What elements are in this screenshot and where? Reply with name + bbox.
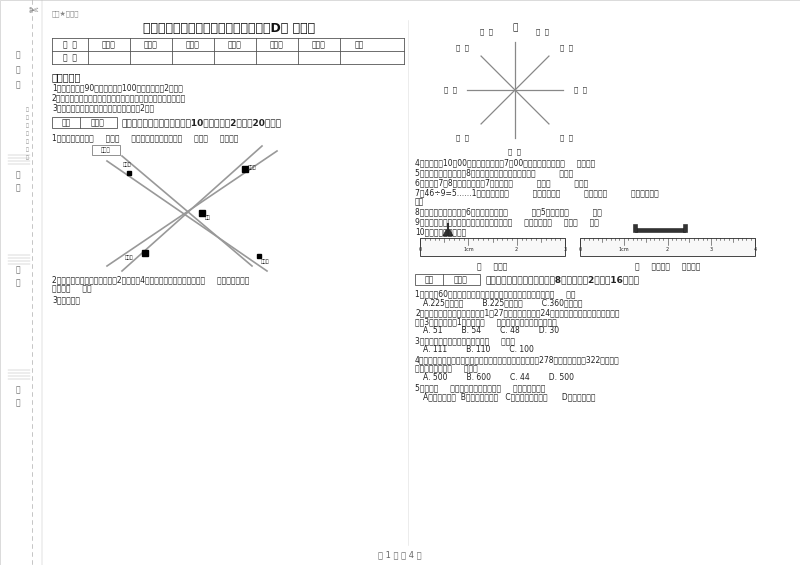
Bar [92, 145, 120, 155]
Text: 10、量出钉子的长度。: 10、量出钉子的长度。 [415, 227, 466, 236]
Text: A、一定，可能  B、可能，不可能   C、不可能，不可能      D、可能，可能: A、一定，可能 B、可能，不可能 C、不可能，不可能 D、可能，可能 [423, 392, 595, 401]
Text: 学: 学 [16, 385, 20, 394]
Text: ）。: ）。 [415, 197, 424, 206]
Text: （     ）毫米: （ ）毫米 [478, 262, 508, 271]
Text: （  ）: （ ） [537, 29, 550, 35]
Text: 计算题: 计算题 [228, 40, 242, 49]
Text: （  ）: （ ） [457, 45, 470, 51]
Bar [52, 117, 117, 128]
Text: 2、学校开设两个兴趣小组，三（1）27人参加书画小组，24人参加棋艺小组，两个小组都参加: 2、学校开设两个兴趣小组，三（1）27人参加书画小组，24人参加棋艺小组，两个小… [415, 308, 619, 317]
Text: 得分: 得分 [424, 275, 434, 284]
Text: 应用题: 应用题 [312, 40, 326, 49]
Text: 校: 校 [16, 398, 20, 407]
Text: 总分: 总分 [354, 40, 364, 49]
Bar [415, 274, 480, 285]
Text: 3: 3 [710, 247, 713, 252]
Text: 判断题: 判断题 [186, 40, 200, 49]
Text: 得  分: 得 分 [63, 53, 77, 62]
Text: 小英家: 小英家 [261, 259, 270, 264]
Text: 封: 封 [16, 66, 20, 75]
Text: 出: 出 [26, 140, 29, 145]
Text: 北: 北 [512, 24, 518, 33]
Text: 第 1 页 共 4 页: 第 1 页 共 4 页 [378, 550, 422, 559]
Text: 此: 此 [26, 147, 29, 153]
Text: （  ）: （ ） [443, 86, 457, 93]
Text: 4: 4 [754, 247, 757, 252]
Text: 密: 密 [16, 50, 20, 59]
Text: 3、不要在试卷上乱写乱画，卷面不整洁扣2分。: 3、不要在试卷上乱写乱画，卷面不整洁扣2分。 [52, 103, 154, 112]
Text: 考试须知：: 考试须知： [52, 72, 82, 82]
Text: 广州新电视塔高（     ）米。: 广州新电视塔高（ ）米。 [415, 364, 478, 373]
Text: 小红家: 小红家 [125, 255, 134, 260]
Text: 级: 级 [16, 184, 20, 193]
Text: （  ）: （ ） [457, 134, 470, 141]
Text: 1、把一根60厘米的铁丝围城一个正方形，这个正方形的面积是（     ）。: 1、把一根60厘米的铁丝围城一个正方形，这个正方形的面积是（ ）。 [415, 289, 575, 298]
Text: A. 500        B. 600        C. 44        D. 500: A. 500 B. 600 C. 44 D. 500 [423, 373, 574, 382]
Text: 趣题★自用图: 趣题★自用图 [52, 10, 79, 17]
Text: 学校: 学校 [205, 215, 210, 220]
Text: 2、劳动课上做纸花，红红做了2朵纸花，4朵蓝花，红花占纸花总数的（     ），蓝花占纸花: 2、劳动课上做纸花，红红做了2朵纸花，4朵蓝花，红花占纸花总数的（ ），蓝花占纸… [52, 275, 250, 284]
Text: 1、小红家在学校（     ）方（     ）米处；小明家在学校（     ）方（     ）米处。: 1、小红家在学校（ ）方（ ）米处；小明家在学校（ ）方（ ）米处。 [52, 133, 238, 142]
Polygon shape [443, 230, 453, 236]
Text: 不: 不 [26, 115, 29, 120]
Text: 4、广州新电视塔是广州市目前最高的建筑，它比中信大厦高278米，中信大厦高322米，那么: 4、广州新电视塔是广州市目前最高的建筑，它比中信大厦高278米，中信大厦高322… [415, 355, 620, 364]
Bar [580, 238, 755, 256]
Text: A.225平方分米        B.225平方厘米        C.360平方厘米: A.225平方分米 B.225平方厘米 C.360平方厘米 [423, 298, 582, 307]
Text: 1、考试时间：90分钟，满分为100分（含卷面分2分）。: 1、考试时间：90分钟，满分为100分（含卷面分2分）。 [52, 83, 183, 92]
Text: 的有3人，那么三（1）一共有（     ）人参加了书画和棋艺小组。: 的有3人，那么三（1）一共有（ ）人参加了书画和棋艺小组。 [415, 317, 557, 326]
Text: 0: 0 [418, 247, 422, 252]
Text: 小珍家: 小珍家 [122, 162, 131, 167]
Text: 5、小明从一楼到三楼用8秒，照这样他从一楼到五楼用（          ）秒。: 5、小明从一楼到三楼用8秒，照这样他从一楼到五楼用（ ）秒。 [415, 168, 574, 177]
Text: 3、最大的三位数是最大一位数的（     ）倍。: 3、最大的三位数是最大一位数的（ ）倍。 [415, 336, 515, 345]
Text: 5、明天（     ）会下雨，今天下午我（     ）游遍全世界。: 5、明天（ ）会下雨，今天下午我（ ）游遍全世界。 [415, 383, 546, 392]
Text: 准: 准 [26, 124, 29, 128]
Text: 内: 内 [26, 107, 29, 112]
Text: （     ）厘米（     ）毫米。: （ ）厘米（ ）毫米。 [635, 262, 700, 271]
Text: 比例尺: 比例尺 [101, 147, 111, 153]
Text: （  ）: （ ） [574, 86, 586, 93]
Text: 二、反复比较，慎重选择（共8小题，每题2分，共16分）。: 二、反复比较，慎重选择（共8小题，每题2分，共16分）。 [485, 275, 639, 284]
Text: 3、填一填。: 3、填一填。 [52, 295, 80, 304]
Text: 评卷人: 评卷人 [454, 275, 468, 284]
Text: 7、46÷9=5……1中，被除数是（          ），除数是（          ），商是（          ），余数是（: 7、46÷9=5……1中，被除数是（ ），除数是（ ），商是（ ），余数是（ [415, 188, 658, 197]
Bar [635, 228, 685, 232]
Text: 一、用心思考，正确填空（共10小题，每题2分，共20分）。: 一、用心思考，正确填空（共10小题，每题2分，共20分）。 [122, 118, 282, 127]
Text: 填空题: 填空题 [102, 40, 116, 49]
Text: 超: 超 [26, 132, 29, 137]
Bar [683, 224, 687, 232]
Bar [420, 238, 565, 256]
Text: 线: 线 [16, 80, 20, 89]
Text: 名: 名 [16, 279, 20, 288]
Text: 1cm: 1cm [618, 247, 629, 252]
Text: 9、在进位加法中，不管哪一位上的数相加满（     ），都要向（     ）进（     ）。: 9、在进位加法中，不管哪一位上的数相加满（ ），都要向（ ）进（ ）。 [415, 217, 599, 226]
Text: 题  号: 题 号 [63, 40, 77, 49]
Text: 6、时针在7和8之间，分针指向7，这时是（          ）时（          ）分。: 6、时针在7和8之间，分针指向7，这时是（ ）时（ ）分。 [415, 178, 588, 187]
Text: （  ）: （ ） [509, 149, 522, 155]
Text: 苏教版三年级数学下学期自我检测试卷D卷 含答案: 苏教版三年级数学下学期自我检测试卷D卷 含答案 [143, 22, 315, 35]
Text: 0: 0 [578, 247, 582, 252]
Text: 评卷人: 评卷人 [91, 118, 105, 127]
Text: （  ）: （ ） [561, 45, 574, 51]
Text: 1cm: 1cm [463, 247, 474, 252]
Text: 选择题: 选择题 [144, 40, 158, 49]
Text: ✄: ✄ [28, 6, 38, 16]
Bar [633, 224, 637, 232]
Text: 总数的（     ）。: 总数的（ ）。 [52, 284, 92, 293]
Text: 4、小林晚上10：00睡觉，第二天早上7：00起床，他一共睡了（     ）小时。: 4、小林晚上10：00睡觉，第二天早上7：00起床，他一共睡了（ ）小时。 [415, 158, 595, 167]
Text: 线: 线 [26, 155, 29, 160]
Text: 小明家: 小明家 [248, 164, 257, 170]
Text: 3: 3 [563, 247, 566, 252]
Text: 2、请首先按要求在试卷的指定位置填写您的姓名、班级、学号。: 2、请首先按要求在试卷的指定位置填写您的姓名、班级、学号。 [52, 93, 186, 102]
Text: 2: 2 [666, 247, 669, 252]
Text: 8、把一根绳子平均分成6份，每份是它的（          ），5份是它的（          ）。: 8、把一根绳子平均分成6份，每份是它的（ ），5份是它的（ ）。 [415, 207, 602, 216]
Text: 综合题: 综合题 [270, 40, 284, 49]
Text: 得分: 得分 [62, 118, 70, 127]
Text: 2: 2 [515, 247, 518, 252]
Text: 姓: 姓 [16, 266, 20, 275]
Text: （  ）: （ ） [481, 29, 494, 35]
Text: A. 51        B. 54        C. 48        D. 30: A. 51 B. 54 C. 48 D. 30 [423, 326, 559, 335]
Text: A. 111        B. 110        C. 100: A. 111 B. 110 C. 100 [423, 345, 534, 354]
Text: （  ）: （ ） [561, 134, 574, 141]
Text: 班: 班 [16, 171, 20, 180]
